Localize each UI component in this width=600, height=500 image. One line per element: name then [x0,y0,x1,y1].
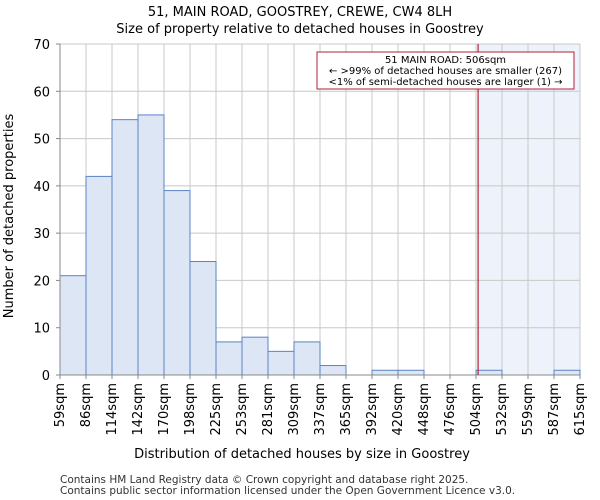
annotation-text: ← >99% of detached houses are smaller (2… [329,66,562,77]
x-tick-label: 448sqm [417,383,432,436]
bar [371,369,399,376]
bar [189,261,217,376]
x-tick-label: 615sqm [573,383,588,436]
x-tick-label: 198sqm [183,383,198,436]
plot-area: 0 10 20 30 40 50 60 70 59sqm 86sqm 114sqm 142sqm 170… [33,38,588,436]
x-tick-label: 532sqm [495,383,510,436]
y-tick-label: 20 [33,274,50,289]
x-tick-label: 309sqm [287,383,302,436]
y-tick-label: 50 [33,133,50,148]
x-tick-label: 170sqm [157,383,172,436]
x-tick-label: 59sqm [53,383,68,427]
x-axis-label: Distribution of detached houses by size … [134,447,470,462]
bar [85,175,113,376]
x-tick-label: 225sqm [209,383,224,436]
x-tick-label: 253sqm [235,383,250,436]
x-tick-label: 142sqm [131,383,146,436]
chart-title: 51, MAIN ROAD, GOOSTREY, CREWE, CW4 8LH [148,5,452,20]
x-tick-label: 281sqm [261,383,276,436]
x-tick-label: 504sqm [469,383,484,436]
bar [553,369,581,376]
y-tick-label: 70 [33,38,50,53]
y-tick-label: 60 [33,85,50,100]
bar [215,341,243,376]
y-tick-label: 10 [33,322,50,337]
y-tick-label: 30 [33,227,50,242]
bar [319,365,347,376]
bar [397,369,425,376]
footer-credit-land-registry: Contains HM Land Registry data © Crown c… [60,474,469,486]
bar [59,275,87,376]
bar [293,341,321,376]
chart-subtitle: Size of property relative to detached ho… [116,22,484,37]
x-tick-label: 420sqm [391,383,406,436]
x-tick-label: 392sqm [365,383,380,436]
y-axis-label: Number of detached properties [2,114,17,319]
marker-shaded-region [478,44,580,375]
y-tick-label: 40 [33,180,50,195]
bar [267,350,295,376]
x-tick-label: 587sqm [547,383,562,436]
x-tick-label: 476sqm [443,383,458,436]
x-tick-label: 337sqm [313,383,328,436]
footer-credit-licence: Contains public sector information licen… [60,485,516,497]
x-tick-label: 365sqm [339,383,354,436]
annotation-text: 51 MAIN ROAD: 506sqm [385,55,506,66]
bar [137,114,165,376]
annotation-text: <1% of semi-detached houses are larger (… [328,77,562,88]
bar [163,190,191,376]
y-tick-label: 0 [42,369,50,384]
annotation-box [316,51,575,90]
bar [111,119,139,376]
x-tick-label: 114sqm [105,383,120,436]
bar [241,336,269,376]
x-tick-label: 86sqm [79,383,94,427]
bar [475,369,503,376]
x-tick-label: 559sqm [521,383,536,436]
